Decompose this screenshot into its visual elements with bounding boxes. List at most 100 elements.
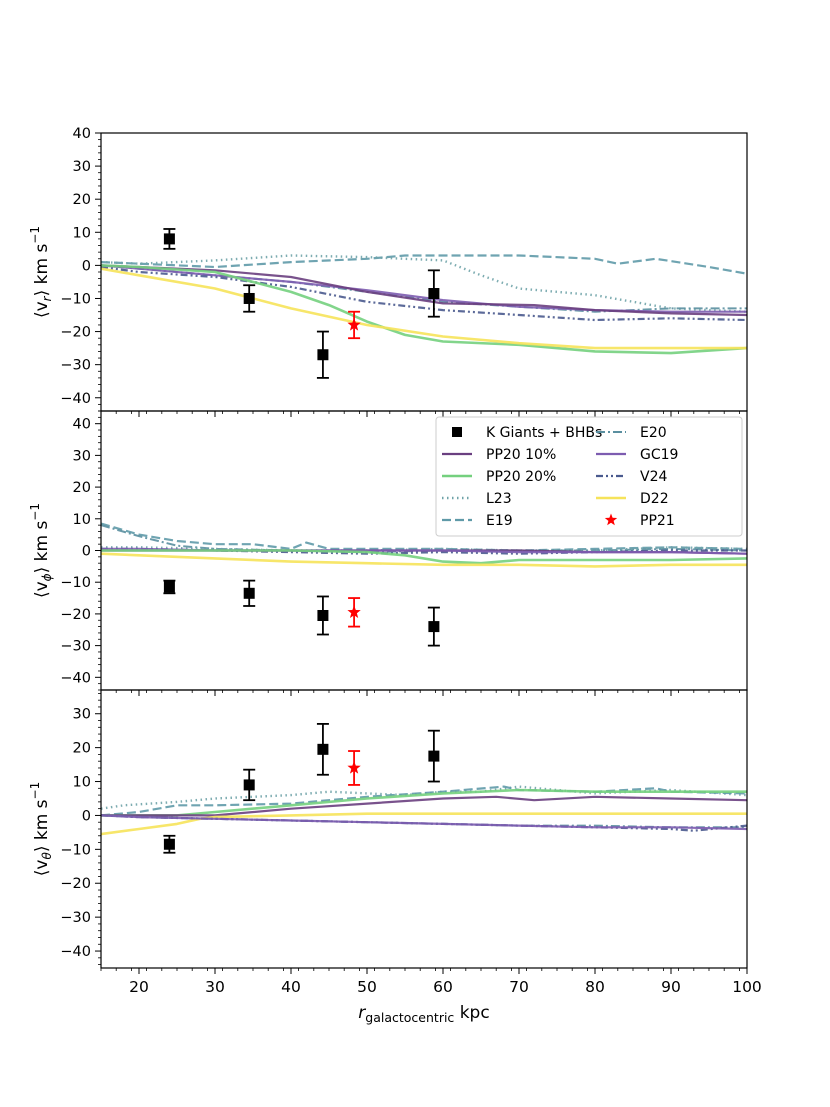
- y-tick-label: 30: [73, 707, 91, 723]
- y-axis: −40 −30 −20 −10 0 10 20 30: [60, 692, 101, 966]
- data-point-k-giants: [163, 233, 175, 245]
- series-line-l23: [101, 254, 747, 313]
- legend-label: E19: [486, 513, 513, 529]
- data-point-k-giants: [428, 288, 440, 300]
- x-tick-label: 90: [661, 978, 681, 996]
- legend-swatch-square: [452, 427, 462, 437]
- data-point-k-giants: [428, 750, 440, 762]
- y-tick-label: −40: [60, 670, 91, 686]
- legend-label: V24: [640, 469, 667, 485]
- data-point-k-giants: [428, 621, 440, 633]
- series-line-pp20-20: [101, 549, 747, 565]
- observed-points: [163, 723, 440, 854]
- legend-label: PP21: [640, 513, 675, 529]
- x-tick-label: 50: [357, 978, 377, 996]
- data-point-k-giants: [163, 838, 175, 850]
- series-group: [101, 254, 747, 355]
- y-tick-label: −20: [60, 607, 91, 623]
- y-tick-label: −20: [60, 325, 91, 341]
- y-axis-label: ⟨vθ⟩ km s−1: [28, 782, 54, 876]
- data-point-k-giants: [243, 779, 255, 791]
- legend-item-pp20-10: PP20 10%: [442, 447, 556, 463]
- y-tick-label: 0: [82, 808, 91, 824]
- data-point-k-giants: [317, 743, 329, 755]
- series-line-e20: [101, 814, 747, 829]
- x-tick-label: 70: [509, 978, 529, 996]
- legend-item-pp20-20: PP20 20%: [442, 469, 556, 485]
- x-tick-label: 80: [585, 978, 605, 996]
- series-line-d22: [101, 812, 747, 836]
- series-line-e19: [101, 785, 747, 817]
- y-tick-label: −40: [60, 391, 91, 407]
- data-point-k-giants: [243, 292, 255, 304]
- pp21-star-point: [347, 760, 361, 774]
- legend-item-d22: D22: [596, 491, 669, 507]
- data-point-k-giants: [317, 349, 329, 361]
- y-tick-label: −10: [60, 291, 91, 307]
- legend-item-pp21: PP21: [604, 513, 675, 529]
- series-group: [101, 785, 747, 836]
- series-line-d22: [101, 552, 747, 568]
- y-axis-label: ⟨vr⟩ km s−1: [28, 226, 54, 318]
- data-point-k-giants: [317, 609, 329, 621]
- y-tick-label: 30: [73, 448, 91, 464]
- y-tick-label: 0: [82, 258, 91, 274]
- y-tick-label: −30: [60, 639, 91, 655]
- y-tick-label: −30: [60, 910, 91, 926]
- y-tick-label: 20: [73, 480, 91, 496]
- x-axis: 20 30 40 50 60 70 80 90 100 rgalactocentric kpc: [129, 978, 762, 1025]
- series-line-v24: [101, 265, 747, 322]
- y-tick-label: 0: [82, 544, 91, 560]
- y-tick-label: −10: [60, 575, 91, 591]
- series-line-gc19: [101, 814, 747, 831]
- observed-points: [163, 228, 440, 379]
- y-axis: −40 −30 −20 −10 0 10 20 30 40: [60, 126, 101, 412]
- panel-vtheta: −40 −30 −20 −10 0 10 20 30 ⟨vθ⟩ km s−1: [28, 689, 748, 974]
- series-line-pp20-10: [101, 795, 747, 817]
- legend-swatch-star: [604, 513, 618, 526]
- y-tick-label: 20: [73, 741, 91, 757]
- series-line-l23: [101, 785, 747, 810]
- y-tick-label: 10: [73, 512, 91, 528]
- legend-label: D22: [640, 491, 669, 507]
- y-axis: −40 −30 −20 −10 0 10 20 30 40: [60, 410, 101, 691]
- legend-item-v24: V24: [596, 469, 667, 485]
- panel-vr: −40 −30 −20 −10 0 10 20 30 40 ⟨vr⟩ km s−1: [28, 126, 748, 417]
- series-line-l23: [101, 546, 747, 552]
- legend-item-l23: L23: [442, 491, 512, 507]
- pp21-star-point: [347, 317, 361, 331]
- x-tick-label: 30: [205, 978, 225, 996]
- series-line-d22: [101, 267, 747, 350]
- data-point-k-giants: [163, 581, 175, 593]
- x-tick-label: 40: [281, 978, 301, 996]
- y-tick-label: −20: [60, 876, 91, 892]
- x-ticks: [100, 968, 748, 974]
- legend-label: PP20 20%: [486, 469, 556, 485]
- y-tick-label: −40: [60, 944, 91, 960]
- legend-item-k-giants-bhbs: K Giants + BHBs: [452, 425, 602, 441]
- legend-label: PP20 10%: [486, 447, 556, 463]
- x-tick-label: 60: [433, 978, 453, 996]
- panel-vphi: −40 −30 −20 −10 0 10 20 30 40 ⟨vϕ⟩ km s−1: [28, 410, 748, 696]
- series-group: [101, 522, 747, 568]
- series-line-pp20-20: [101, 788, 747, 817]
- legend-label: L23: [486, 491, 512, 507]
- legend: K Giants + BHBs E20 PP20 10% GC19 PP20 20% V2…: [435, 416, 743, 537]
- y-tick-label: 20: [73, 192, 91, 208]
- y-tick-label: 40: [73, 126, 91, 142]
- legend-item-e19: E19: [442, 513, 513, 529]
- series-line-e19: [101, 522, 747, 552]
- legend-item-e20: E20: [596, 425, 667, 441]
- y-tick-label: 30: [73, 159, 91, 175]
- y-tick-label: 10: [73, 775, 91, 791]
- legend-label: E20: [640, 425, 667, 441]
- data-point-k-giants: [243, 587, 255, 599]
- legend-label: K Giants + BHBs: [486, 425, 602, 441]
- pp21-star-point: [347, 605, 361, 618]
- y-axis-label: ⟨vϕ⟩ km s−1: [28, 503, 54, 598]
- series-line-e19: [101, 254, 747, 275]
- x-tick-label: 100: [732, 978, 762, 996]
- legend-item-gc19: GC19: [596, 447, 678, 463]
- axes-frame: [100, 689, 748, 969]
